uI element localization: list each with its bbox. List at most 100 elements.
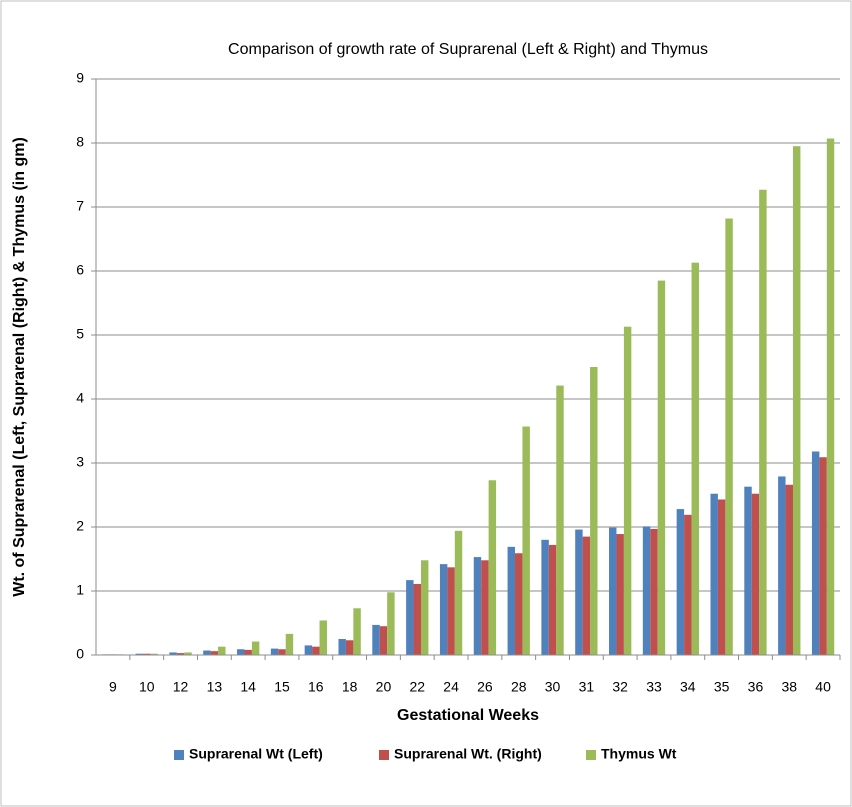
bar [203,650,211,655]
bar [582,536,591,655]
bar [473,557,482,655]
x-tick-label: 13 [207,679,223,695]
bar [623,326,632,655]
bar [454,530,463,655]
bar [447,567,455,655]
legend-label: Thymus Wt [601,746,677,762]
bar [319,620,327,655]
bar [278,649,286,655]
x-tick-label: 38 [781,679,797,695]
y-tick-label: 9 [76,70,84,86]
bar [717,499,726,655]
x-tick-label: 35 [714,679,730,695]
bar [725,218,733,655]
y-tick-label: 0 [76,646,84,662]
bar [541,539,549,655]
legend-swatch [174,750,184,760]
bar [609,527,617,655]
legend-label: Suprarenal Wt (Left) [189,746,323,762]
bar [488,480,497,655]
bar [413,583,421,655]
y-tick-label: 6 [76,262,84,278]
bar [590,367,598,655]
bar [439,564,448,655]
bar [420,560,429,655]
y-axis-title: Wt. of Suprarenal (Left, Suprarenal (Rig… [11,137,28,597]
bar [270,648,279,655]
bar [522,426,530,655]
bar [481,560,489,655]
bar [184,652,192,655]
bar [169,652,177,655]
bar [135,653,144,655]
bar [143,653,151,655]
bar [642,526,651,655]
bar [684,514,692,655]
x-tick-label: 15 [274,679,290,695]
y-tick-label: 4 [76,390,84,406]
bar [338,639,346,655]
bar [811,451,820,655]
bar [345,640,354,655]
chart-title: Comparison of growth rate of Suprarenal … [228,41,708,58]
x-axis-title: Gestational Weeks [397,707,539,724]
bar [751,493,760,655]
y-tick-label: 1 [76,582,84,598]
x-tick-label: 33 [646,679,662,695]
y-tick-label: 8 [76,134,84,150]
bar [304,645,313,655]
x-tick-label: 28 [511,679,527,695]
legend-label: Suprarenal Wt. (Right) [394,746,542,762]
legend-swatch [586,750,596,760]
bar [556,385,564,655]
x-tick-label: 9 [109,679,117,695]
bar [759,189,767,655]
x-tick-label: 40 [815,679,831,695]
x-tick-label: 26 [477,679,493,695]
bar [353,608,361,655]
bar [218,646,226,655]
bar [826,138,835,655]
x-tick-label: 12 [173,679,189,695]
y-tick-label: 5 [76,326,84,342]
bar [312,646,320,655]
legend-swatch [379,750,389,760]
y-tick-label: 7 [76,198,84,214]
bar [251,641,260,655]
bar [379,626,388,655]
bar [778,476,786,655]
bar [744,486,752,655]
bar [387,592,395,655]
x-tick-label: 34 [680,679,696,695]
x-tick-label: 24 [443,679,459,695]
bar [237,649,245,655]
bar [616,534,624,655]
bar [176,653,185,655]
bar [406,580,414,655]
x-tick-label: 10 [139,679,155,695]
bar [210,651,219,655]
y-tick-label: 3 [76,454,84,470]
bar [819,457,827,655]
bar [691,262,699,655]
x-tick-label: 22 [409,679,425,695]
bar [792,146,801,655]
x-tick-label: 16 [308,679,324,695]
bar [285,633,294,655]
bar [372,624,380,655]
bar [710,493,718,655]
bar [548,544,557,655]
x-tick-label: 32 [612,679,628,695]
bar [507,546,516,655]
bar [515,553,523,655]
bar [244,649,252,655]
bar [657,280,666,655]
bar [150,653,158,655]
x-tick-label: 14 [240,679,256,695]
x-tick-label: 36 [748,679,764,695]
bar [575,529,583,655]
x-tick-label: 20 [376,679,392,695]
bar [676,509,685,655]
